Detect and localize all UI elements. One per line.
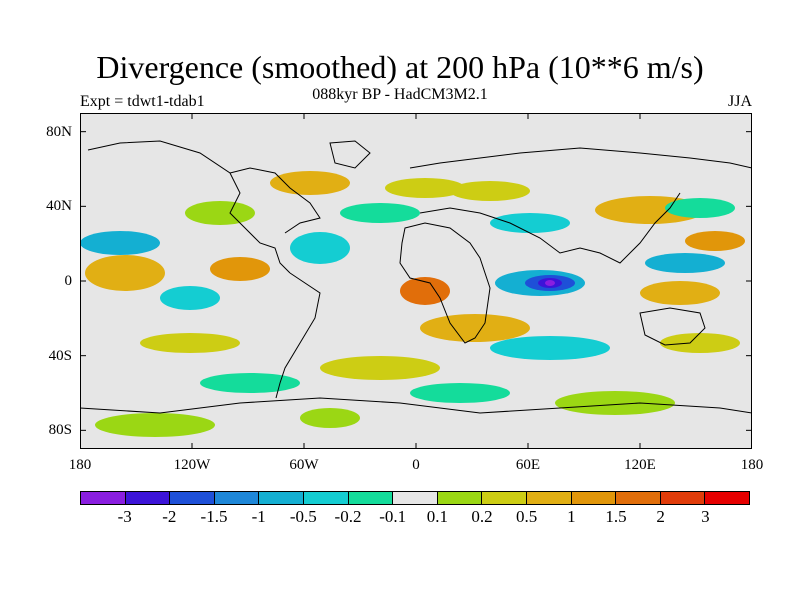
colorbar-level-label: 0.5 (516, 507, 538, 526)
colorbar-swatch (705, 492, 749, 504)
coastline-greenland (329, 140, 371, 169)
colorbar-swatch (526, 492, 572, 504)
coastline-africa (399, 222, 491, 344)
contour-patch (95, 413, 215, 437)
colorbar-level-label: -0.5 (289, 507, 317, 526)
coastline-antarctica (79, 397, 753, 414)
contour-patch (490, 213, 570, 233)
contour-patch (385, 178, 465, 198)
lon-label-60e: 60E (515, 457, 541, 473)
colorbar-swatch (437, 492, 483, 504)
colorbar-level-label: -2 (162, 507, 177, 526)
contour-patch (160, 286, 220, 310)
map-svg (79, 113, 753, 449)
coastline-north-america (87, 140, 291, 274)
colorbar-swatch (660, 492, 706, 504)
colorbar-swatch (303, 492, 349, 504)
contour-patch (420, 314, 530, 342)
colorbar-swatch (616, 492, 661, 504)
colorbar-level-label: -1 (251, 507, 266, 526)
lon-label-60w: 60W (289, 457, 319, 473)
lat-label-0: 0 (64, 273, 73, 289)
contour-patch (555, 391, 675, 415)
coastline-australia (639, 307, 706, 346)
experiment-label: Expt = tdwt1-tdab1 (80, 93, 205, 110)
lat-label-40s: 40S (48, 347, 72, 364)
lat-label-80n: 80N (46, 123, 72, 140)
contour-patch (290, 232, 350, 264)
contour-patch (490, 336, 610, 360)
colorbar-level-label: 3 (701, 507, 710, 526)
season-label: JJA (727, 93, 752, 110)
lon-label-180w: 180 (68, 457, 92, 473)
contour-patch (645, 253, 725, 273)
contour-patch (270, 171, 350, 195)
colorbar-swatch (259, 492, 304, 504)
contour-patch (140, 333, 240, 353)
colorbar-level-label: 2 (656, 507, 665, 526)
contour-patch (80, 231, 160, 255)
contour-patch (300, 408, 360, 428)
contour-patch (185, 201, 255, 225)
contour-patch (685, 231, 745, 251)
contour-patch (640, 281, 720, 305)
contour-patch (210, 257, 270, 281)
colorbar-level-label: -0.1 (379, 507, 407, 526)
lon-label-120w: 120W (173, 457, 211, 473)
chart-title: Divergence (smoothed) at 200 hPa (10**6 … (96, 49, 704, 85)
contour-patch (450, 181, 530, 201)
colorbar (80, 491, 750, 505)
colorbar-swatch (125, 492, 171, 504)
colorbar-swatch (348, 492, 394, 504)
colorbar-swatch (81, 492, 126, 504)
coastline-eurasia-north (409, 147, 753, 169)
colorbar-level-label: 1 (567, 507, 576, 526)
contour-patch (410, 383, 510, 403)
colorbar-level-label: -1.5 (200, 507, 228, 526)
colorbar-level-label: 0.1 (426, 507, 448, 526)
chart-subtitle: 088kyr BP - HadCM3M2.1 (312, 86, 488, 103)
colorbar-swatch (482, 492, 527, 504)
contour-patch (660, 333, 740, 353)
coastlines (79, 140, 753, 414)
contour-patch (320, 356, 440, 380)
contour-patch (200, 373, 300, 393)
lat-label-40n: 40N (46, 198, 72, 215)
contour-patch (85, 255, 165, 291)
contour-patch (545, 280, 555, 286)
lon-label-0: 0 (412, 457, 420, 473)
divergence-map (79, 113, 753, 449)
colorbar-swatch (214, 492, 260, 504)
contour-patch (665, 198, 735, 218)
colorbar-level-label: 0.2 (471, 507, 493, 526)
colorbar-swatch (571, 492, 617, 504)
contour-patch (400, 277, 450, 305)
coastline-south-america (275, 272, 321, 399)
colorbar-level-label: -0.2 (334, 507, 362, 526)
lon-label-180e: 180 (740, 457, 764, 473)
coastline-eurasia-south (419, 192, 681, 264)
contour-patch (340, 203, 420, 223)
lat-label-80s: 80S (48, 422, 72, 439)
coastline-north-america-east (229, 167, 321, 234)
divergence-contours (80, 171, 745, 437)
colorbar-level-label: 1.5 (605, 507, 627, 526)
colorbar-swatch (393, 492, 438, 504)
colorbar-swatch (170, 492, 215, 504)
colorbar-level-label: -3 (117, 507, 132, 526)
lon-label-120e: 120E (624, 457, 656, 473)
